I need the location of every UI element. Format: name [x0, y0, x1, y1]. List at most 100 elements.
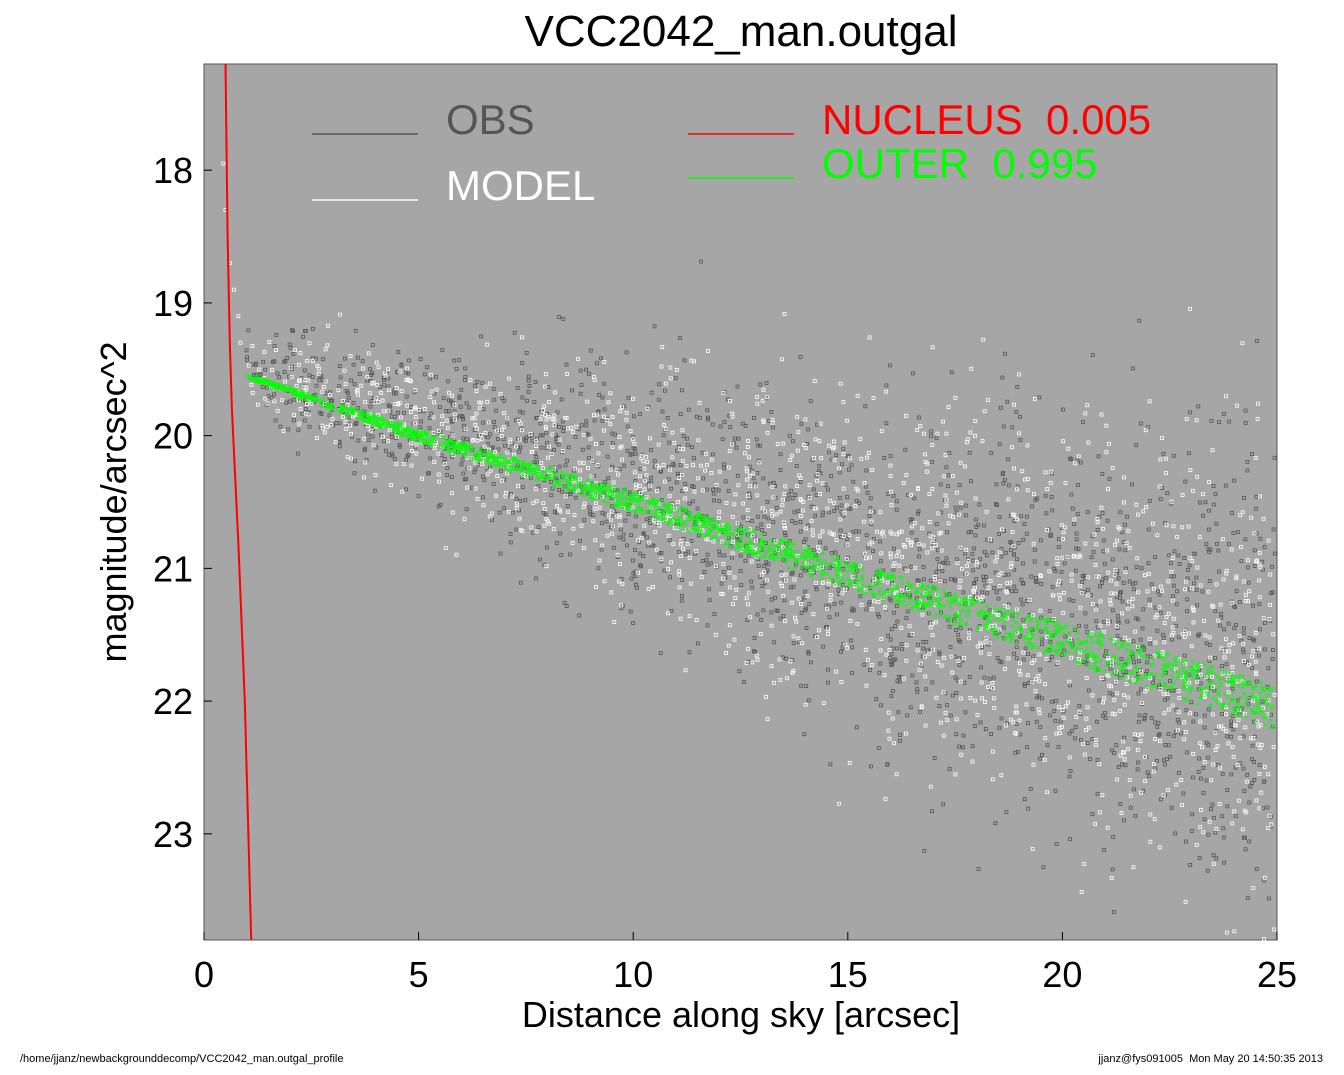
model-point [518, 421, 523, 426]
obs-point [1211, 502, 1216, 507]
obs-point [1243, 408, 1248, 413]
model-point [1220, 537, 1225, 542]
model-point [978, 650, 983, 655]
obs-point [406, 452, 411, 457]
obs-point [536, 525, 541, 530]
model-point [371, 380, 376, 385]
obs-point [1095, 719, 1099, 724]
model-point [1131, 865, 1136, 870]
obs-point [889, 694, 894, 698]
obs-point [372, 488, 377, 493]
obs-point [1209, 419, 1214, 423]
obs-point [563, 463, 568, 468]
model-point [437, 479, 441, 484]
obs-point [958, 626, 963, 631]
obs-point [1061, 407, 1065, 412]
model-point [670, 430, 675, 435]
model-point [855, 393, 860, 398]
obs-point [827, 604, 832, 609]
model-point [1227, 643, 1232, 647]
obs-point [928, 578, 933, 583]
obs-point [1197, 632, 1202, 637]
obs-point [475, 379, 480, 384]
obs-point [953, 675, 958, 680]
model-point [1219, 646, 1224, 651]
model-point [440, 421, 444, 426]
model-point [615, 552, 620, 557]
model-point [923, 723, 928, 728]
obs-point [834, 453, 839, 458]
model-point [984, 509, 989, 514]
model-point [917, 542, 921, 547]
obs-point [908, 705, 913, 710]
obs-point [460, 457, 465, 462]
obs-point [839, 649, 843, 654]
obs-point [352, 382, 357, 386]
obs-point [1110, 557, 1115, 562]
model-point [520, 428, 524, 433]
model-point [1206, 589, 1211, 594]
obs-point [1248, 784, 1253, 789]
obs-point [966, 530, 971, 535]
obs-point [599, 356, 603, 361]
obs-point [1182, 653, 1187, 658]
obs-point [338, 375, 343, 380]
model-point [1086, 725, 1091, 730]
obs-point [1172, 549, 1177, 554]
obs-point [1241, 626, 1246, 631]
model-point [731, 602, 736, 607]
obs-point [473, 467, 478, 472]
obs-point [1138, 637, 1143, 642]
obs-point [1014, 656, 1019, 661]
obs-point [912, 496, 917, 501]
obs-point [638, 563, 642, 568]
obs-point [705, 623, 710, 628]
model-point [1025, 443, 1030, 448]
obs-point [827, 566, 832, 570]
obs-point [498, 468, 503, 473]
obs-point [1110, 867, 1115, 872]
obs-point [1177, 635, 1181, 640]
model-point [959, 752, 964, 757]
obs-point [599, 441, 604, 445]
model-point [413, 388, 418, 393]
obs-point [837, 470, 842, 475]
obs-point [756, 443, 760, 448]
model-point [1110, 466, 1115, 470]
obs-point [898, 732, 902, 737]
obs-point [1214, 521, 1219, 526]
obs-point [789, 571, 794, 576]
obs-point [418, 425, 423, 430]
obs-point [1262, 545, 1267, 549]
model-point [1164, 471, 1168, 475]
obs-point [1004, 810, 1009, 815]
obs-point [1077, 703, 1082, 708]
obs-point [366, 438, 371, 442]
model-point [1180, 803, 1184, 808]
obs-point [1006, 457, 1010, 462]
model-point [608, 517, 613, 522]
model-point [1133, 629, 1138, 634]
obs-point [650, 543, 654, 548]
model-point [432, 400, 436, 405]
model-point [572, 513, 577, 517]
obs-point [1102, 847, 1107, 852]
model-point [442, 461, 447, 466]
obs-point [1025, 745, 1029, 750]
obs-point [619, 576, 624, 581]
obs-point [302, 418, 307, 423]
obs-point [565, 504, 570, 508]
obs-point [1206, 832, 1211, 837]
obs-point [680, 593, 684, 598]
obs-point [1270, 564, 1274, 569]
obs-point [615, 555, 620, 559]
obs-point [903, 447, 908, 452]
model-point [1176, 710, 1181, 715]
obs-point [461, 471, 466, 476]
obs-point [464, 477, 468, 481]
obs-point [1232, 626, 1237, 631]
obs-point [914, 538, 919, 543]
obs-point [1177, 562, 1182, 566]
obs-point [1231, 531, 1236, 535]
obs-point [277, 375, 282, 380]
